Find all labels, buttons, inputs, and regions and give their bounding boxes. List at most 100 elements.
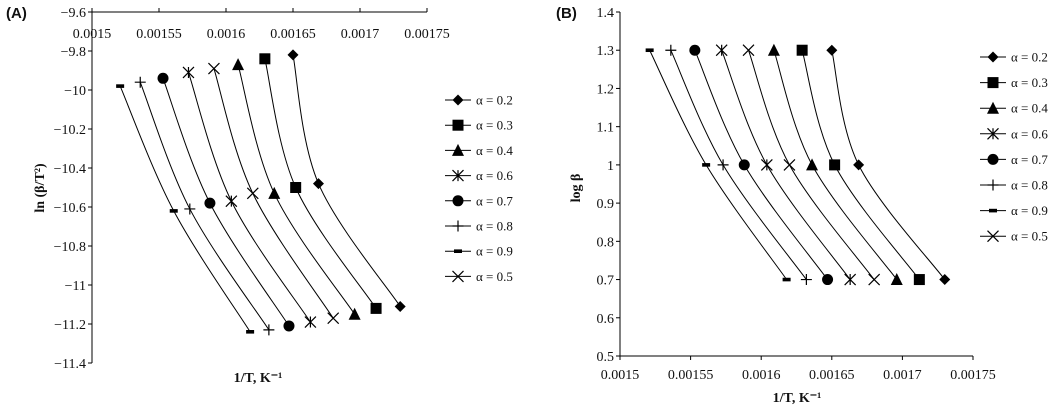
x-tick-label: 0.00175 <box>404 27 450 42</box>
data-point <box>283 320 295 332</box>
series-x <box>742 44 881 286</box>
y-tick-label: −11.4 <box>54 357 86 372</box>
y-tick-label: 1.4 <box>597 6 615 21</box>
legend-marker-icon <box>987 153 999 165</box>
x-tick-label: 0.0016 <box>207 27 246 42</box>
series-x <box>208 62 340 325</box>
x-tick-label: 0.0017 <box>341 27 380 42</box>
y-tick-label: 1 <box>607 159 614 174</box>
legend-marker-icon <box>987 230 999 243</box>
legend-marker-icon <box>987 101 999 114</box>
data-point <box>782 277 791 282</box>
series-line <box>139 82 270 331</box>
legend-label: α = 0.3 <box>1011 75 1048 90</box>
legend-label: α = 0.4 <box>476 143 513 158</box>
x-tick-label: 0.0017 <box>883 368 922 383</box>
data-point <box>829 159 841 171</box>
series-circle <box>689 44 834 286</box>
legend-item: α = 0.8 <box>980 178 1048 193</box>
legend-item: α = 0.4 <box>980 101 1048 116</box>
data-point <box>890 273 903 286</box>
data-point <box>134 76 146 88</box>
data-point <box>208 62 220 75</box>
series-star <box>182 66 317 328</box>
legend-item: α = 0.6 <box>445 168 513 183</box>
data-point <box>246 187 259 200</box>
y-tick-label: −11.2 <box>54 318 86 333</box>
data-point <box>312 178 324 190</box>
data-point <box>738 159 750 171</box>
legend-label: α = 0.2 <box>1011 50 1048 65</box>
series-plus <box>134 76 275 336</box>
legend-marker-icon <box>987 179 999 191</box>
data-point <box>116 84 125 88</box>
x-tick-label: 0.0015 <box>73 27 112 42</box>
y-tick-label: 0.8 <box>597 235 615 250</box>
chart-panel-a: (A) ln (β/T²) 1/T, K⁻¹ −9.6 −9.8 −10 −10.2 −… <box>6 5 513 386</box>
data-point <box>665 44 677 56</box>
data-point <box>259 53 271 65</box>
y-tick-label: −10 <box>64 84 86 99</box>
chart-panel-b: (B) log β 1/T, K⁻¹ 1.4 1.3 1.2 1.1 1 0.9 0.8 0.… <box>556 5 1048 406</box>
x-tick-label: 0.00175 <box>950 368 996 383</box>
data-point <box>826 44 838 56</box>
legend-label: α = 0.6 <box>1011 126 1048 141</box>
legend-label: α = 0.8 <box>1011 178 1048 193</box>
data-point <box>760 158 773 171</box>
data-point <box>717 159 729 171</box>
x-axis-title-b: 1/T, K⁻¹ <box>773 391 822 406</box>
series-dash <box>645 48 791 282</box>
legend-label: α = 0.9 <box>476 244 513 259</box>
y-tick-label: 0.9 <box>597 197 615 212</box>
legend-label: α = 0.2 <box>476 93 513 108</box>
series-line <box>670 50 807 280</box>
data-point <box>844 273 857 286</box>
data-point <box>853 159 865 171</box>
y-axis-title-b: log β <box>569 174 584 203</box>
data-point <box>348 307 361 320</box>
series-diamond <box>826 44 951 286</box>
legend-marker-icon <box>452 195 464 207</box>
legend-marker-icon <box>987 77 999 89</box>
data-point <box>868 273 881 286</box>
legend-marker-icon <box>987 127 999 140</box>
y-tick-label: −10.2 <box>54 123 86 138</box>
legend-item: α = 0.2 <box>980 50 1048 65</box>
legend-marker-icon <box>452 270 464 283</box>
legend-label: α = 0.5 <box>476 269 513 284</box>
series-diamond <box>287 49 406 312</box>
data-point <box>702 163 711 167</box>
data-point <box>689 44 701 56</box>
y-axis-title-a: ln (β/T²) <box>33 163 48 213</box>
series-dash <box>116 84 255 334</box>
series-plus <box>665 44 812 286</box>
y-tick-label: 0.7 <box>597 274 615 289</box>
data-point <box>783 158 796 171</box>
y-tick-label: 1.3 <box>597 44 615 59</box>
data-point <box>767 43 780 56</box>
data-point <box>939 274 951 286</box>
series-star <box>715 44 857 286</box>
data-point <box>806 158 819 171</box>
legend-marker-icon <box>989 208 997 213</box>
data-point <box>182 66 195 79</box>
y-tick-label: −10.8 <box>54 240 86 255</box>
data-point <box>327 312 340 325</box>
y-tick-label: 0.5 <box>597 350 615 365</box>
legend-marker-icon <box>452 220 464 232</box>
series-triangle <box>232 58 361 320</box>
data-point <box>204 197 216 209</box>
data-point <box>225 195 238 208</box>
data-point <box>232 58 245 71</box>
legend-label: α = 0.3 <box>476 118 513 133</box>
data-point <box>169 209 178 213</box>
y-tick-label: 1.1 <box>597 121 615 136</box>
legend-marker-icon <box>454 249 462 253</box>
y-tick-label: −10.4 <box>54 162 86 177</box>
data-point <box>370 302 382 314</box>
data-point <box>157 72 169 84</box>
x-tick-label: 0.0015 <box>601 368 640 383</box>
legend-item: α = 0.5 <box>445 269 513 284</box>
data-point <box>645 48 654 53</box>
panel-label-a: (A) <box>6 5 27 22</box>
